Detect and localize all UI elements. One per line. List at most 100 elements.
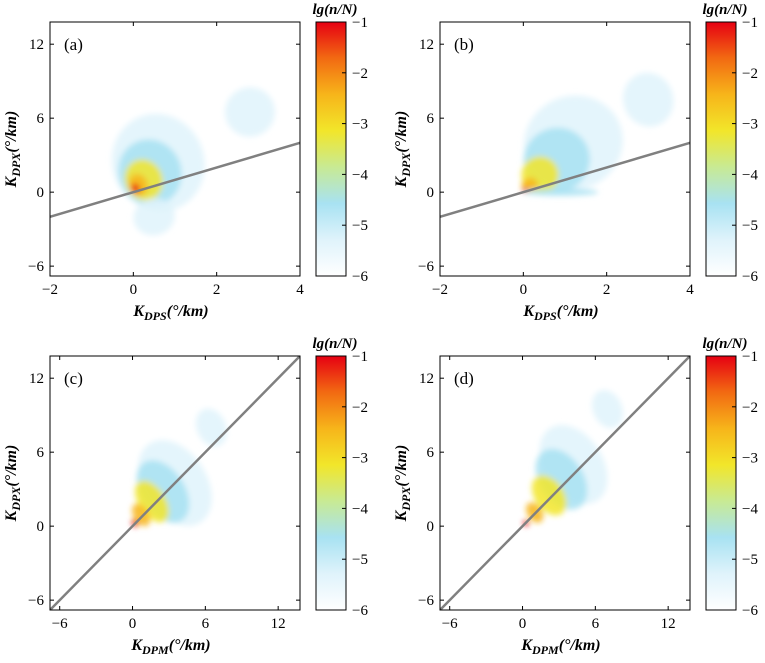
colorbar-gradient-bar [705,355,737,611]
colorbar-tick-label: −2 [352,66,368,82]
y-axis-label: KDPX(°/km) [3,445,23,523]
y-axis-label-subscript: DPX [399,152,413,178]
y-tick-label: 12 [419,37,434,53]
y-tick-label: −6 [28,259,44,275]
panel-label: (a) [64,35,83,54]
density-blob [133,198,175,236]
panel-label: (b) [454,35,474,54]
y-axis-label-unit: (°/km) [3,445,20,487]
axes-frame [439,21,691,277]
colorbar-tick-label: −4 [742,167,758,183]
colorbar-tick-label: −4 [352,167,368,183]
colorbar: −1 −2 −3 −4 −5 −6 lg(n/N) [703,2,759,285]
y-tick-label: 0 [427,519,435,535]
colorbar: −1 −2 −3 −4 −5 −6 lg(n/N) [313,2,369,285]
axes-frame [49,21,301,277]
y-axis-label: KDPX(°/km) [3,111,23,189]
x-tick-label: −6 [442,616,458,632]
density-map [521,72,674,196]
y-axis-label-unit: (°/km) [393,111,410,153]
x-axis-label-unit: (°/km) [557,303,599,320]
colorbar-gradient-bar [315,355,347,611]
colorbar-tick-label: −1 [742,15,758,31]
x-axis-label: KDPS(°/km) [522,303,598,323]
y-axis-label-main: K [393,509,410,522]
x-axis-label-main: K [130,637,143,654]
density-map [131,408,227,528]
x-axis-label-unit: (°/km) [559,637,601,654]
colorbar-tick-label: −1 [742,349,758,365]
colorbar-tick-label: −6 [352,603,368,619]
panel-label: (c) [64,369,83,388]
colorbar-tick-label: −5 [742,552,758,568]
y-axis-label-unit: (°/km) [393,445,410,487]
x-tick-label: 0 [519,616,527,632]
x-axis-label: KDPM(°/km) [520,637,600,657]
x-axis-label: KDPM(°/km) [130,637,210,657]
x-tick-label: 12 [661,616,676,632]
x-tick-label: 0 [130,282,138,298]
x-tick-label: 4 [686,282,694,298]
y-tick-label: 12 [29,37,44,53]
y-tick-label: 0 [37,519,45,535]
colorbar-tick-label: −4 [352,501,368,517]
y-tick-label: 0 [37,185,45,201]
x-tick-label: −6 [52,616,68,632]
density-map [523,390,624,527]
colorbar-tick-label: −5 [742,218,758,234]
x-tick-label: −2 [432,282,448,298]
colorbar-title: lg(n/N) [703,2,748,18]
x-tick-label: 2 [213,282,221,298]
density-blob [623,72,674,127]
reference-line-y-equals-x [50,141,300,219]
colorbar-tick-label: −4 [742,501,758,517]
colorbar-tick-label: −5 [352,552,368,568]
x-tick-label: 0 [129,616,137,632]
density-map [111,87,275,236]
y-axis-label: KDPX(°/km) [393,111,413,189]
y-axis-label-main: K [393,175,410,188]
y-tick-label: 6 [37,445,45,461]
colorbar-tick-label: −3 [352,451,368,467]
colorbar-tick-label: −5 [352,218,368,234]
x-tick-label: 4 [296,282,304,298]
colorbar-tick-label: −1 [352,15,368,31]
reference-line-y-equals-x [50,356,300,610]
colorbar-title: lg(n/N) [313,2,358,18]
x-axis-label-subscript: DPS [143,309,167,323]
x-axis-label-unit: (°/km) [167,303,209,320]
x-axis-label-main: K [520,637,533,654]
x-tick-label: 12 [271,616,286,632]
y-tick-label: 6 [427,111,435,127]
y-tick-label: 0 [427,185,435,201]
colorbar-tick-label: −3 [742,117,758,133]
y-axis-label-unit: (°/km) [3,111,20,153]
x-axis-label-unit: (°/km) [169,637,211,654]
reference-line-y-equals-x [440,141,690,219]
colorbar-tick-label: −2 [742,400,758,416]
density-blob [225,87,275,137]
x-axis-label-main: K [522,303,535,320]
y-tick-label: 6 [427,445,435,461]
y-tick-label: −6 [418,593,434,609]
x-axis-label: KDPS(°/km) [132,303,208,323]
x-tick-label: 0 [520,282,528,298]
colorbar-tick-label: −3 [742,451,758,467]
axes-frame [49,355,301,611]
colorbar-gradient-bar [315,21,347,277]
x-axis-label-subscript: DPS [533,309,557,323]
y-axis-label-subscript: DPX [9,486,23,512]
y-axis-label-main: K [3,509,20,522]
y-axis-label: KDPX(°/km) [393,445,413,523]
x-axis-label-main: K [132,303,145,320]
colorbar-title: lg(n/N) [313,336,358,352]
x-tick-label: −2 [42,282,58,298]
colorbar-tick-label: −3 [352,117,368,133]
y-axis-label-main: K [3,175,20,188]
panel-label: (d) [454,369,474,388]
y-tick-label: 12 [419,371,434,387]
